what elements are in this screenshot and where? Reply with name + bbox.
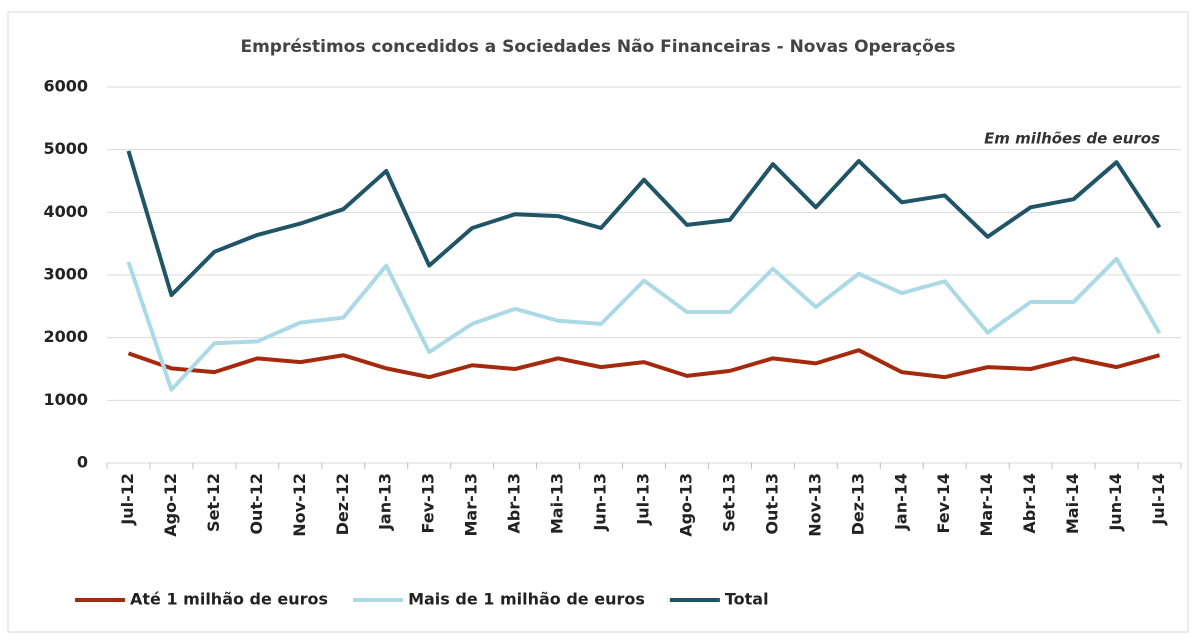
x-tick-label: Abr-13 (505, 473, 524, 534)
series-line (127, 348, 1161, 380)
x-tick-label: Dez-12 (333, 473, 352, 535)
x-tick-label: Set-13 (719, 473, 738, 532)
x-tick-label: Fev-13 (419, 473, 438, 533)
y-tick-label: 1000 (43, 390, 88, 409)
x-tick-label: Set-12 (204, 473, 223, 532)
x-tick-label: Ago-12 (161, 473, 180, 537)
x-tick-label: Mai-14 (1063, 473, 1082, 534)
y-tick-label: 6000 (43, 77, 88, 96)
chart-title: Empréstimos concedidos a Sociedades Não … (240, 37, 955, 57)
legend-label: Total (725, 590, 769, 609)
x-tick-label: Nov-12 (290, 473, 309, 537)
x-tick-label: Jan-14 (891, 473, 910, 531)
x-tick-label: Fev-14 (934, 473, 953, 533)
y-tick-label: 5000 (43, 139, 88, 158)
x-tick-label: Out-12 (247, 473, 266, 535)
y-tick-label: 2000 (43, 327, 88, 346)
x-tick-label: Jun-13 (591, 473, 610, 532)
x-tick-label: Mar-14 (977, 473, 996, 537)
x-tick-label: Dez-13 (848, 473, 867, 535)
x-tick-label: Out-13 (762, 473, 781, 535)
x-tick-label: Jul-12 (118, 473, 137, 526)
x-tick-label: Jul-14 (1149, 473, 1168, 526)
x-tick-label: Abr-14 (1020, 473, 1039, 534)
legend-label: Até 1 milhão de euros (130, 590, 328, 609)
x-tick-label: Mai-13 (548, 473, 567, 534)
x-tick-label: Jun-14 (1106, 473, 1125, 532)
x-tick-label: Ago-13 (676, 473, 695, 537)
x-tick-label: Jul-13 (634, 473, 653, 526)
y-tick-label: 3000 (43, 265, 88, 284)
legend-label: Mais de 1 milhão de euros (408, 590, 645, 609)
series-line (126, 256, 1162, 392)
x-tick-label: Nov-13 (805, 473, 824, 537)
x-tick-label: Jan-13 (376, 473, 395, 531)
y-tick-label: 0 (77, 453, 88, 472)
annotation: Em milhões de euros (984, 130, 1160, 148)
x-tick-label: Mar-13 (462, 473, 481, 537)
y-tick-label: 4000 (43, 202, 88, 221)
series-line (126, 150, 1162, 298)
